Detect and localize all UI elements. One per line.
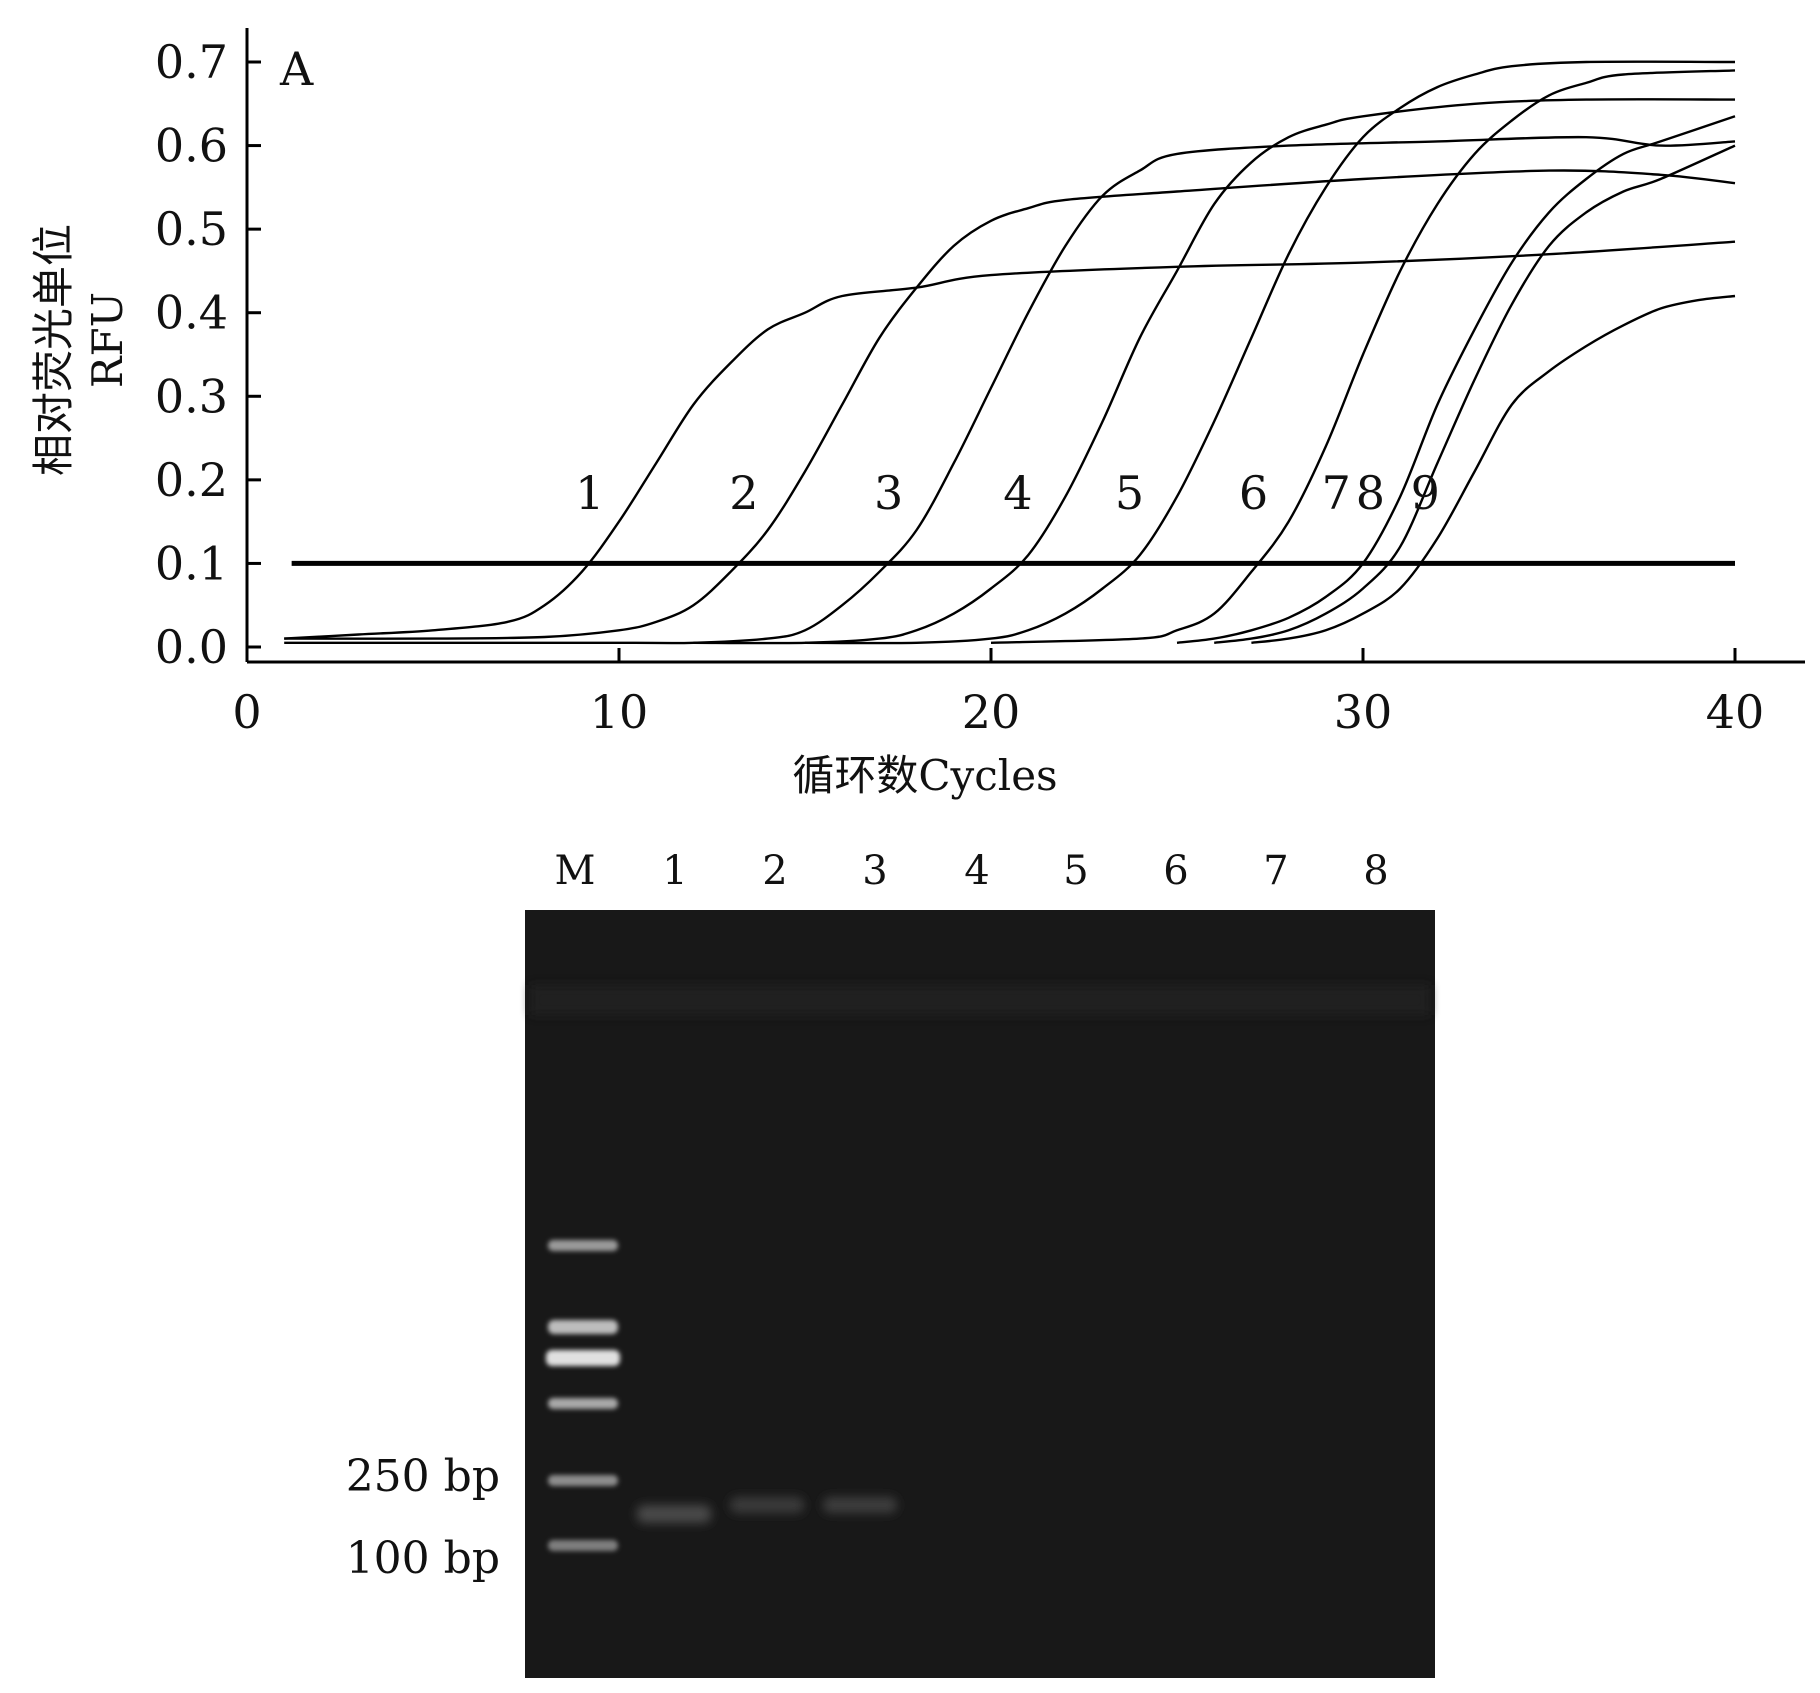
x-tick-label: 40 bbox=[1706, 685, 1765, 739]
x-ticks: 0 10 20 30 40 bbox=[232, 648, 1764, 739]
series-line-1 bbox=[284, 240, 1736, 640]
y-tick-label: 0.0 bbox=[155, 620, 228, 674]
y-axis: 0.0 0.1 0.2 0.3 0.4 0.5 0.6 0.7 bbox=[155, 28, 261, 674]
ladder-band bbox=[548, 1320, 618, 1334]
x-axis-title: 循环数Cycles bbox=[792, 751, 1057, 800]
x-tick-label: 0 bbox=[232, 685, 261, 739]
ladder-band bbox=[548, 1475, 618, 1486]
y-tick-label: 0.1 bbox=[155, 536, 228, 590]
ladder-band bbox=[548, 1240, 618, 1251]
series-line-5 bbox=[804, 60, 1736, 645]
gel-top-haze bbox=[530, 985, 1430, 1015]
gel-lane-label-7: 7 bbox=[1263, 848, 1288, 894]
ladder-band bbox=[548, 1540, 618, 1551]
y-ticks: 0.0 0.1 0.2 0.3 0.4 0.5 0.6 0.7 bbox=[155, 35, 261, 674]
sample-band-lane-3 bbox=[823, 1497, 897, 1513]
series-group bbox=[284, 60, 1736, 645]
gel-lane-label-8: 8 bbox=[1363, 848, 1388, 894]
marker-label-100bp: 100 bp bbox=[346, 1533, 500, 1584]
series-label-7: 7 bbox=[1322, 466, 1351, 520]
y-axis-title-cn: 相对荧光单位 bbox=[29, 224, 78, 476]
x-tick-label: 30 bbox=[1334, 685, 1393, 739]
series-line-2 bbox=[284, 169, 1736, 640]
series-label-8: 8 bbox=[1356, 466, 1385, 520]
x-tick-label: 10 bbox=[590, 685, 649, 739]
y-tick-label: 0.3 bbox=[155, 369, 228, 423]
gel-lane-label-3: 3 bbox=[862, 848, 887, 894]
gel-lane-label-M: M bbox=[555, 848, 596, 894]
series-label-5: 5 bbox=[1115, 466, 1144, 520]
y-tick-label: 0.2 bbox=[155, 453, 228, 507]
y-tick-label: 0.4 bbox=[155, 286, 228, 340]
x-tick-label: 20 bbox=[962, 685, 1021, 739]
gel-panel: M 1 2 3 4 5 6 7 8 250 bp 100 bp bbox=[346, 848, 1435, 1678]
x-axis: 0 10 20 30 40 bbox=[232, 648, 1805, 739]
marker-label-250bp: 250 bp bbox=[346, 1451, 500, 1502]
series-label-6: 6 bbox=[1239, 466, 1268, 520]
series-line-8 bbox=[1214, 144, 1736, 644]
series-label-4: 4 bbox=[1003, 466, 1032, 520]
amplification-chart: 0.0 0.1 0.2 0.3 0.4 0.5 0.6 0.7 0 10 20 30 40 1 2 3 4 5… bbox=[29, 28, 1805, 800]
y-tick-label: 0.7 bbox=[155, 35, 228, 89]
series-line-7 bbox=[1176, 115, 1736, 644]
series-label-9: 9 bbox=[1411, 466, 1440, 520]
series-label-3: 3 bbox=[874, 466, 903, 520]
gel-lane-label-2: 2 bbox=[762, 848, 787, 894]
gel-image bbox=[525, 910, 1435, 1678]
ladder-band bbox=[548, 1398, 618, 1409]
series-label-2: 2 bbox=[729, 466, 758, 520]
gel-lane-label-5: 5 bbox=[1063, 848, 1088, 894]
series-line-6 bbox=[990, 69, 1736, 644]
gel-lane-label-4: 4 bbox=[964, 848, 989, 894]
gel-lane-labels: M 1 2 3 4 5 6 7 8 bbox=[555, 848, 1389, 894]
sample-band-lane-1 bbox=[637, 1505, 711, 1523]
panel-label: A bbox=[279, 42, 314, 96]
y-axis-title-en: RFU bbox=[83, 292, 132, 388]
y-tick-label: 0.6 bbox=[155, 119, 228, 173]
sample-bands bbox=[637, 1497, 897, 1523]
series-line-4 bbox=[693, 98, 1736, 645]
series-label-1: 1 bbox=[575, 466, 604, 520]
ladder-band bbox=[546, 1350, 620, 1366]
sample-band-lane-2 bbox=[730, 1497, 804, 1513]
gel-lane-label-6: 6 bbox=[1163, 848, 1188, 894]
series-line-9 bbox=[1251, 294, 1736, 644]
ladder-bands bbox=[546, 1240, 620, 1551]
gel-lane-label-1: 1 bbox=[662, 848, 687, 894]
y-tick-label: 0.5 bbox=[155, 202, 228, 256]
